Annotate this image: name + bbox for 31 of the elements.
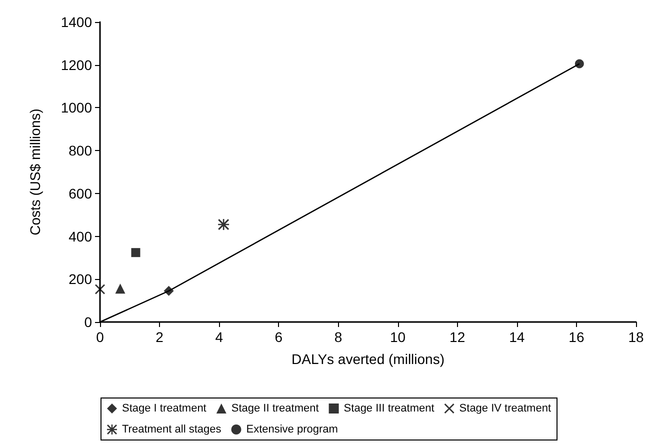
y-tick-label: 200 xyxy=(68,271,92,288)
legend-label: Stage III treatment xyxy=(344,402,434,414)
x-tick-label: 4 xyxy=(215,329,224,345)
legend-label: Treatment all stages xyxy=(122,424,222,436)
point xyxy=(131,248,140,258)
point xyxy=(574,59,584,68)
legend-label: Stage IV treatment xyxy=(459,402,552,414)
y-tick-label: 400 xyxy=(68,228,92,244)
y-tick-label: 0 xyxy=(84,314,92,330)
legend-label: Extensive program xyxy=(246,424,338,436)
x-tick-label: 14 xyxy=(509,329,525,345)
y-tick-label: 1400 xyxy=(60,14,92,30)
x-tick-label: 18 xyxy=(628,329,644,345)
legend-label: Stage I treatment xyxy=(122,402,206,414)
point xyxy=(95,284,105,294)
x-tick-label: 12 xyxy=(450,329,466,345)
y-axis-title: Costs (US$ millions) xyxy=(27,108,43,236)
x-tick-label: 0 xyxy=(96,329,104,345)
y-tick-label: 600 xyxy=(68,185,92,202)
point xyxy=(164,286,174,296)
x-tick-label: 10 xyxy=(390,329,406,345)
y-tick-label: 800 xyxy=(68,142,92,159)
y-tick-label: 1000 xyxy=(60,100,92,116)
x-tick-label: 6 xyxy=(274,329,283,345)
x-tick-label: 2 xyxy=(156,329,164,345)
legend-label: Stage II treatment xyxy=(231,402,319,414)
x-axis-title: DALYs averted (millions) xyxy=(291,351,445,367)
x-tick-label: 16 xyxy=(568,329,584,345)
x-tick-label: 8 xyxy=(334,329,342,345)
y-tick-label: 1200 xyxy=(60,56,92,73)
point xyxy=(115,284,126,294)
